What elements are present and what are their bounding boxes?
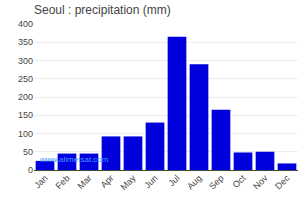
svg-text:Sep: Sep [207, 173, 225, 191]
svg-text:Apr: Apr [99, 173, 116, 190]
svg-text:www.allmetsat.com: www.allmetsat.com [39, 155, 109, 164]
svg-text:0: 0 [28, 165, 33, 175]
svg-text:150: 150 [18, 110, 33, 120]
svg-text:Aug: Aug [185, 173, 203, 191]
svg-text:May: May [118, 173, 137, 192]
svg-text:400: 400 [18, 19, 33, 29]
svg-text:50: 50 [23, 147, 33, 157]
svg-text:300: 300 [18, 56, 33, 66]
svg-text:Dec: Dec [273, 173, 292, 192]
svg-text:Jul: Jul [166, 173, 181, 188]
svg-text:Feb: Feb [54, 173, 72, 191]
svg-text:200: 200 [18, 92, 33, 102]
svg-text:Jun: Jun [142, 173, 159, 190]
svg-text:250: 250 [18, 74, 33, 84]
svg-text:Oct: Oct [231, 173, 248, 190]
svg-text:Mar: Mar [76, 173, 94, 191]
svg-text:350: 350 [18, 37, 33, 47]
svg-text:Seoul : precipitation (mm): Seoul : precipitation (mm) [34, 3, 171, 17]
svg-text:100: 100 [18, 129, 33, 139]
svg-text:Jan: Jan [32, 173, 49, 190]
svg-text:Nov: Nov [251, 173, 270, 192]
